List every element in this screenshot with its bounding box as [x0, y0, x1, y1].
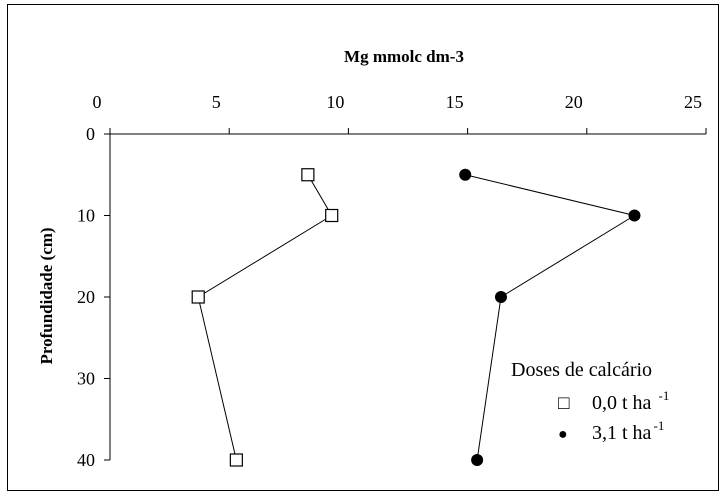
series-1-point	[325, 208, 339, 223]
y-tick-label: 10	[77, 206, 95, 226]
series-1-point	[191, 290, 205, 304]
x-tick-label: 10	[326, 92, 344, 112]
series-1-point	[301, 168, 315, 182]
y-tick-label: 30	[77, 369, 95, 389]
series-1-line	[197, 174, 333, 461]
x-tick-label: 0	[93, 92, 102, 112]
axes: 0 5 10 15 20 25 0 10 20 30 40	[77, 92, 707, 470]
chart-frame	[7, 4, 719, 491]
legend-symbol: □	[558, 393, 570, 414]
y-axis-title: Profundidade (cm)	[37, 227, 56, 364]
x-tick-label: 20	[565, 92, 583, 112]
y-tick-label: 40	[77, 450, 95, 470]
series-lines	[197, 174, 636, 461]
legend-symbol: ●	[558, 426, 568, 443]
legend-superscript: -1	[659, 388, 670, 403]
series-markers	[191, 168, 641, 467]
series-2-point	[471, 454, 484, 466]
y-tick-label: 20	[77, 287, 95, 307]
legend-superscript: -1	[654, 418, 665, 433]
series-2-point	[628, 209, 641, 222]
legend-label: 3,1 t ha	[592, 422, 652, 444]
x-tick-label: 5	[212, 92, 221, 112]
series-1-point	[229, 453, 243, 467]
legend: Doses de calcário □ 0,0 t ha -1● 3,1 t ha -1	[511, 359, 669, 444]
legend-label: 0,0 t ha	[592, 392, 652, 414]
legend-title: Doses de calcário	[511, 359, 652, 381]
x-tick-label: 15	[446, 92, 464, 112]
y-tick-label: 0	[86, 124, 95, 144]
x-axis-title: Mg mmolc dm-3	[344, 47, 464, 66]
series-2-point	[459, 168, 472, 181]
series-2-point	[494, 291, 507, 303]
x-tick-label: 25	[684, 92, 702, 112]
legend-entries: □ 0,0 t ha -1● 3,1 t ha -1	[558, 388, 669, 444]
series-2-line	[465, 174, 636, 461]
